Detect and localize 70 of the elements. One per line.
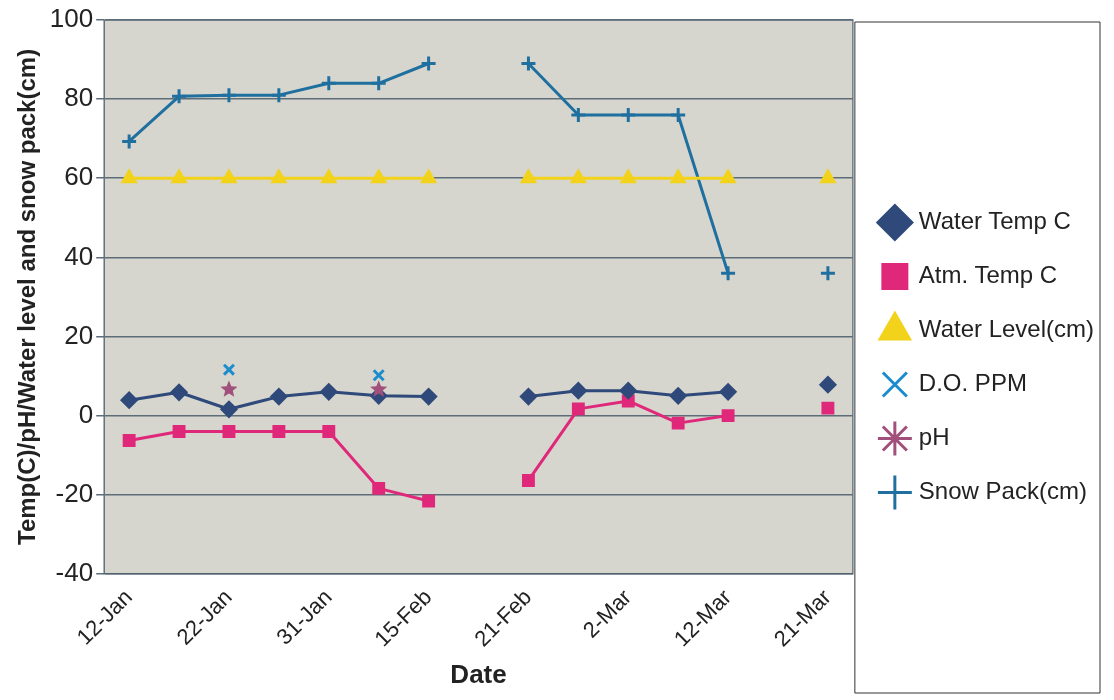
- legend-label: Water Temp C: [918, 207, 1071, 235]
- y-tick-label: 20: [64, 319, 94, 350]
- y-tick-label: 0: [78, 398, 94, 429]
- legend-label: D.O. PPM: [918, 369, 1027, 397]
- point: [170, 87, 188, 105]
- y-axis-title: Temp(C)/pH/Water level and snow pack(cm): [13, 48, 41, 545]
- point: [821, 401, 835, 415]
- legend-label: Water Level(cm): [918, 315, 1094, 343]
- point: [420, 55, 438, 73]
- legend-label: pH: [918, 423, 950, 451]
- point: [220, 380, 238, 397]
- point: [321, 169, 337, 184]
- point: [569, 106, 587, 124]
- point: [270, 86, 288, 104]
- y-tick-label: 80: [64, 82, 94, 113]
- point: [221, 169, 237, 184]
- point: [371, 169, 387, 184]
- point: [172, 424, 186, 438]
- y-tick-label: 100: [49, 3, 94, 34]
- point: [671, 416, 685, 430]
- point: [819, 376, 837, 394]
- point: [220, 400, 238, 418]
- point: [370, 74, 388, 92]
- legend-label: Atm. Temp C: [918, 261, 1058, 289]
- point: [670, 169, 686, 184]
- y-tick-label: 40: [64, 240, 94, 271]
- point: [120, 132, 138, 150]
- point: [719, 383, 737, 401]
- point: [320, 383, 338, 401]
- legend-label: Snow Pack(cm): [918, 477, 1087, 505]
- point: [570, 169, 586, 184]
- point: [820, 169, 836, 184]
- point: [121, 169, 137, 184]
- point: [120, 391, 138, 409]
- y-tick-label: -20: [55, 477, 94, 508]
- y-tick-label: -40: [55, 557, 94, 588]
- point: [220, 86, 238, 104]
- point: [520, 169, 536, 184]
- point: [620, 169, 636, 184]
- point: [619, 382, 637, 400]
- point: [569, 382, 587, 400]
- point: [420, 388, 438, 406]
- point: [421, 169, 437, 184]
- point: [519, 388, 537, 406]
- x-axis-title: Date: [450, 658, 507, 689]
- point: [271, 169, 287, 184]
- point: [669, 106, 687, 124]
- point: [372, 481, 386, 495]
- point: [720, 169, 736, 184]
- point: [322, 424, 336, 438]
- point: [222, 363, 236, 377]
- point: [669, 387, 687, 405]
- point: [171, 169, 187, 184]
- point: [519, 55, 537, 73]
- point: [222, 424, 236, 438]
- point: [170, 383, 188, 401]
- point: [370, 380, 388, 397]
- point: [521, 474, 535, 487]
- point: [272, 424, 286, 438]
- point: [372, 368, 386, 382]
- point: [619, 106, 637, 124]
- point: [571, 402, 585, 416]
- point: [320, 74, 338, 92]
- y-tick-label: 60: [64, 161, 94, 192]
- point: [422, 494, 436, 508]
- point: [819, 264, 837, 282]
- point: [721, 409, 735, 423]
- point: [719, 264, 737, 282]
- point: [122, 434, 136, 447]
- point: [270, 388, 288, 406]
